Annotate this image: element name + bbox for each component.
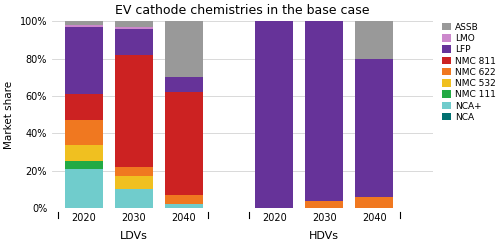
Bar [355, 59, 393, 197]
Text: HDVs: HDVs [309, 231, 339, 241]
Bar [65, 161, 103, 169]
Bar [65, 94, 103, 120]
Bar [256, 21, 294, 208]
Bar [305, 21, 343, 201]
Bar [65, 169, 103, 208]
Bar [165, 195, 203, 205]
Bar [165, 205, 203, 208]
Legend: ASSB, LMO, LFP, NMC 811, NMC 622, NMC 532, NMC 111, NCA+, NCA: ASSB, LMO, LFP, NMC 811, NMC 622, NMC 53… [441, 22, 497, 123]
Bar [115, 55, 153, 167]
Bar [165, 21, 203, 77]
Bar [115, 21, 153, 27]
Bar [65, 120, 103, 145]
Bar [305, 201, 343, 208]
Text: LDVs: LDVs [120, 231, 148, 241]
Bar [65, 25, 103, 27]
Title: EV cathode chemistries in the base case: EV cathode chemistries in the base case [115, 4, 370, 17]
Bar [115, 189, 153, 208]
Bar [355, 197, 393, 208]
Y-axis label: Market share: Market share [4, 81, 14, 149]
Bar [115, 167, 153, 176]
Bar [355, 21, 393, 59]
Bar [115, 27, 153, 29]
Bar [165, 77, 203, 92]
Bar [115, 29, 153, 55]
Bar [65, 21, 103, 25]
Bar [115, 176, 153, 189]
Bar [65, 145, 103, 161]
Bar [65, 27, 103, 94]
Bar [165, 92, 203, 195]
